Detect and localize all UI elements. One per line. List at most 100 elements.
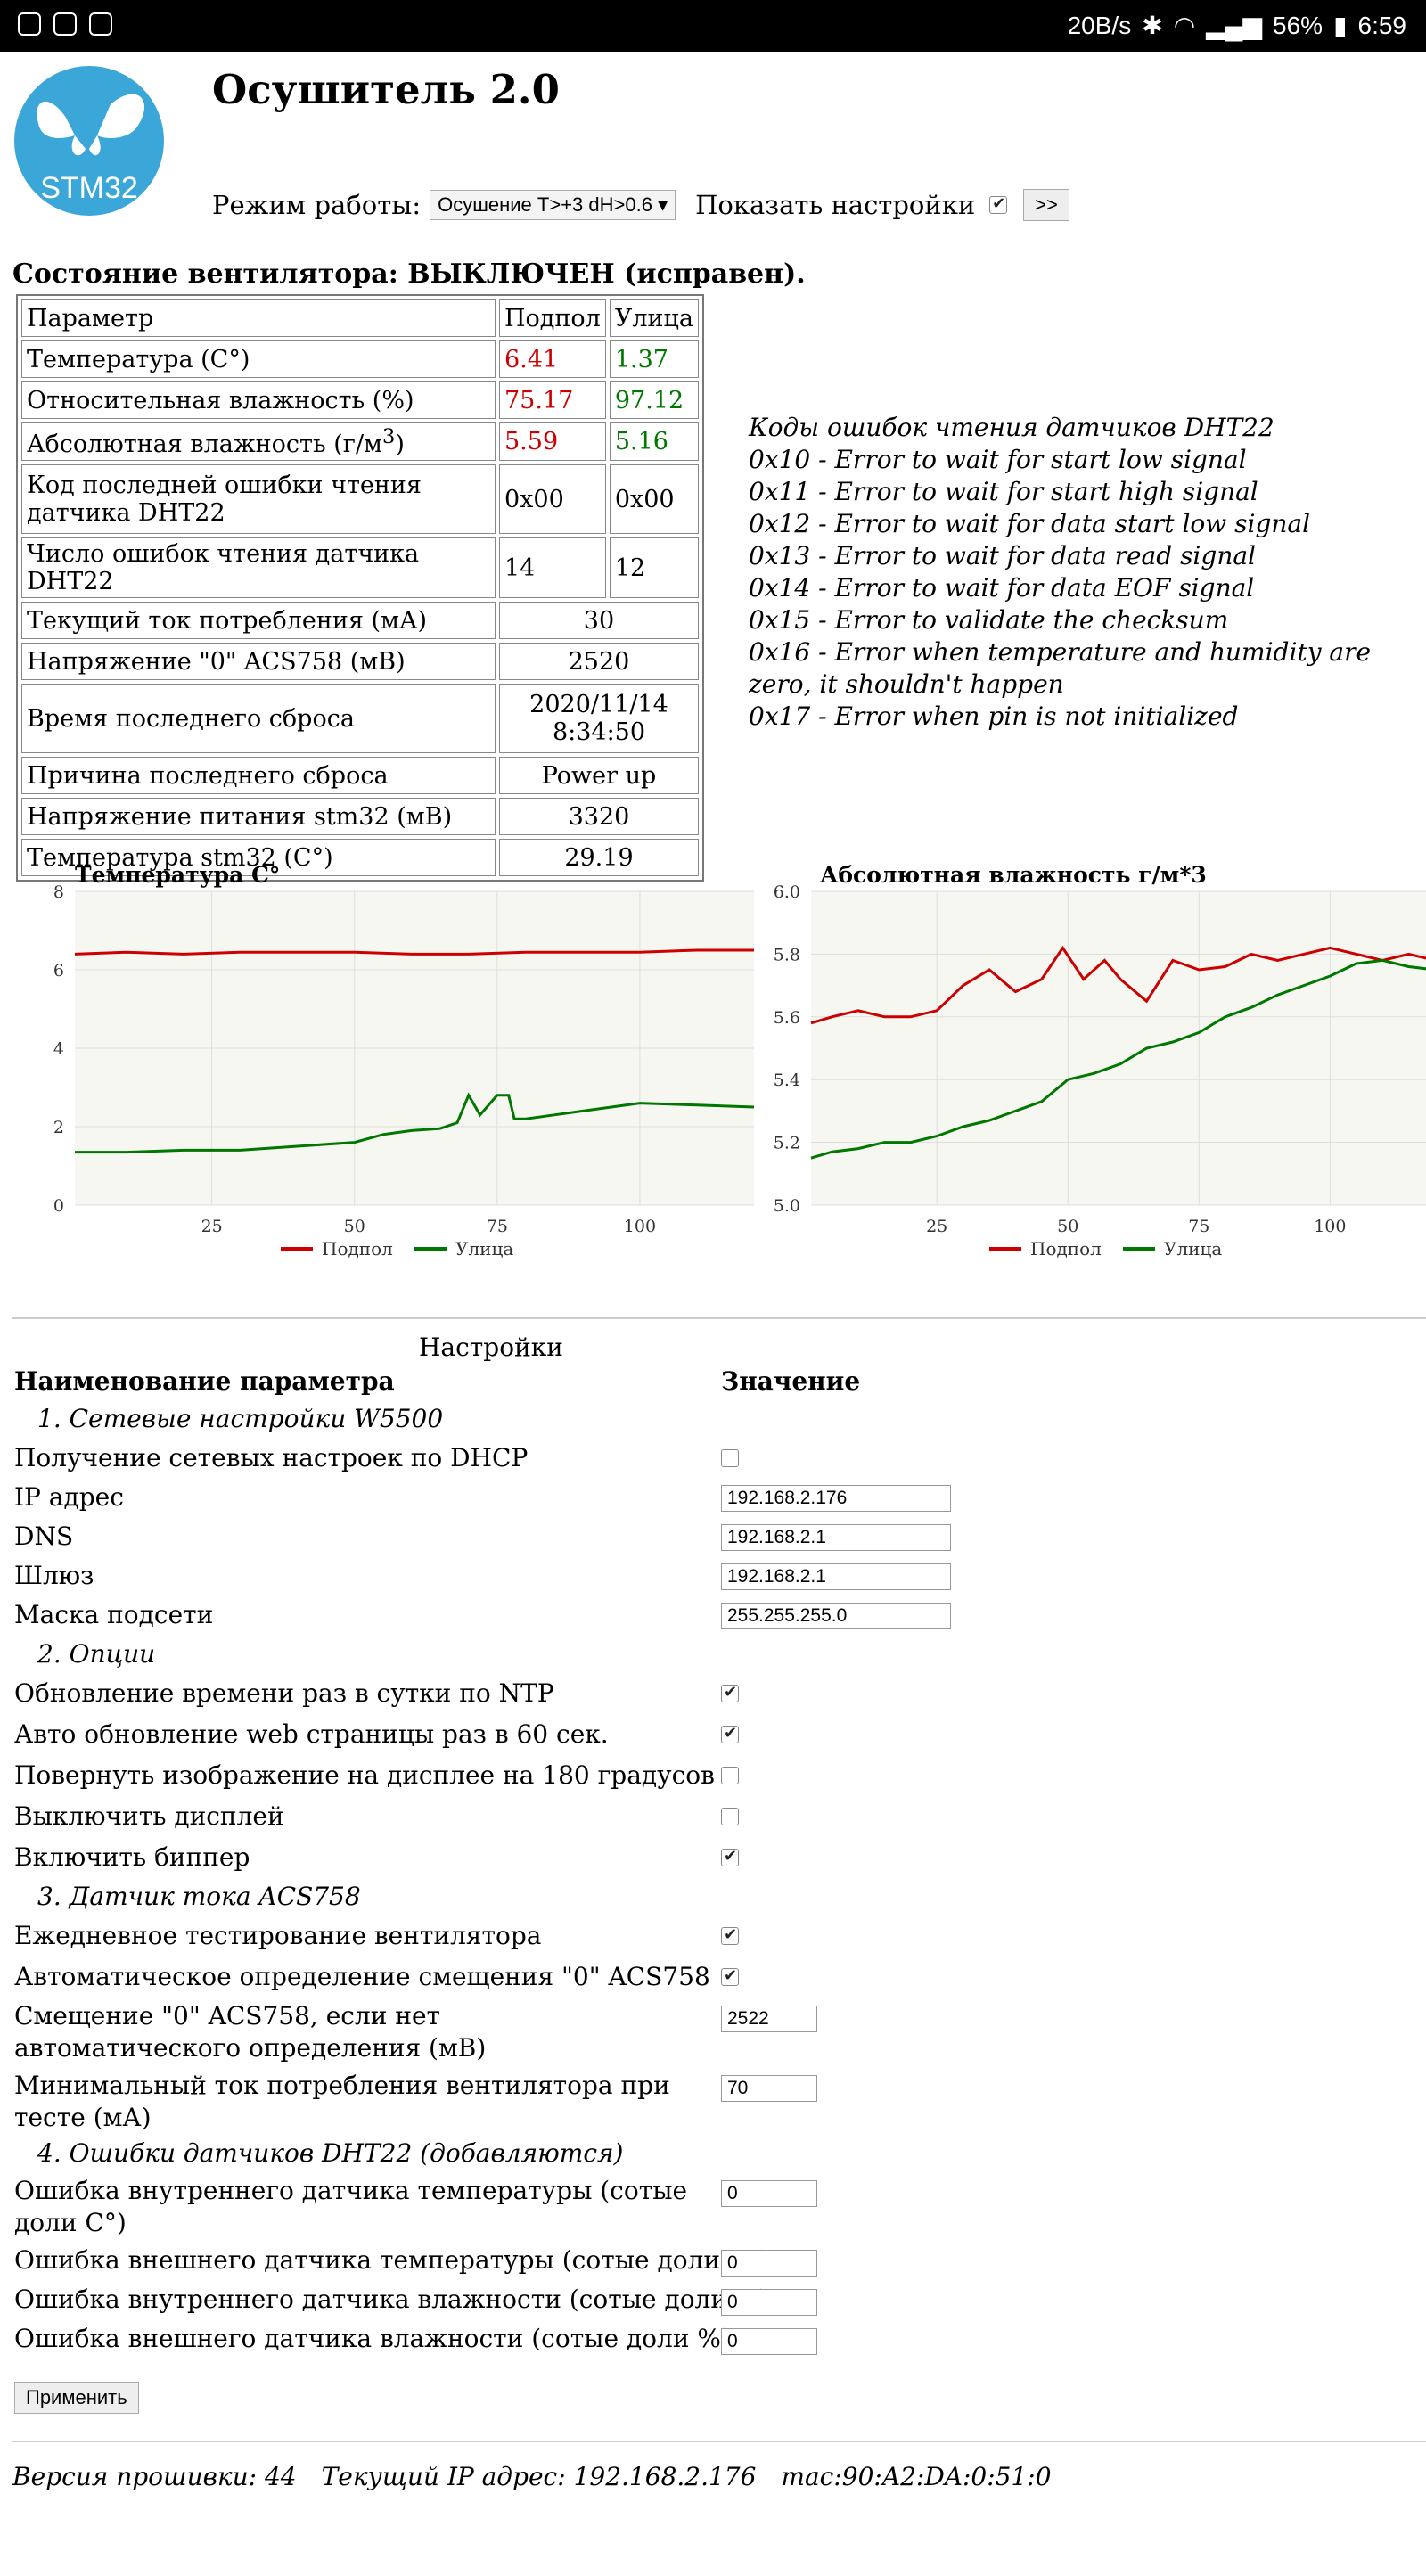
x-tick-label: 50 [1057, 1217, 1078, 1236]
error-code-line: 0x14 - Error to wait for data EOF signal [749, 573, 1255, 603]
display-off-checkbox[interactable] [721, 1808, 739, 1825]
y-tick-label: 5.8 [774, 945, 800, 964]
rotate-label: Повернуть изображение на дисплее на 180 … [14, 1760, 715, 1790]
autorefresh-label: Авто обновление web страницы раз в 60 се… [14, 1719, 609, 1749]
ntp-label: Обновление времени раз в сутки по NTP [14, 1678, 554, 1708]
auto-offset-checkbox[interactable] [721, 1966, 739, 1986]
dns-label: DNS [14, 1522, 74, 1551]
err-in-hum-label: Ошибка внутреннего датчика влажности (со… [14, 2285, 769, 2314]
dns-input[interactable] [721, 1524, 951, 1551]
y-tick-label: 8 [53, 882, 64, 902]
table-row: Температура stm32 (С°) 29.19 [21, 839, 699, 876]
go-button[interactable]: >> [1023, 189, 1070, 221]
current-ip: Текущий IP адрес: 192.168.2.176 [321, 2462, 757, 2491]
param-value: 29.19 [499, 839, 699, 876]
table-row: Напряжение "0" ACS758 (мВ) 2520 [21, 643, 699, 680]
wifi-icon: ◠ [1173, 12, 1196, 39]
table-row: Абсолютная влажность (г/м3) 5.59 5.16 [21, 422, 699, 461]
err-in-temp-input[interactable] [721, 2180, 817, 2207]
series-line [810, 958, 1426, 1160]
y-tick-label: 5.4 [774, 1071, 800, 1090]
mask-label: Маска подсети [14, 1600, 214, 1629]
show-settings-checkbox[interactable] [989, 194, 1008, 214]
series-line [74, 948, 754, 956]
logo-text: STM32 [40, 171, 138, 205]
table-row: Число ошибок чтения датчика DHT22 14 12 [21, 537, 699, 598]
auto-offset-label: Автоматическое определение смещения "0" … [14, 1962, 710, 1991]
beeper-checkbox[interactable] [721, 1847, 739, 1866]
firmware-version: Версия прошивки: 44 [12, 2462, 297, 2491]
beeper-label: Включить биппер [14, 1842, 250, 1872]
table-row: Код последней ошибки чтения датчика DHT2… [21, 464, 699, 534]
y-tick-label: 0 [53, 1196, 64, 1216]
clock: 6:59 [1357, 11, 1407, 39]
autorefresh-checkbox[interactable] [721, 1724, 739, 1743]
gateway-label: Шлюз [14, 1561, 94, 1590]
settings-title: Настройки [419, 1333, 563, 1362]
ntp-checkbox[interactable] [721, 1683, 739, 1702]
footer: Версия прошивки: 44 Текущий IP адрес: 19… [12, 2462, 1052, 2491]
y-tick-label: 2 [53, 1118, 64, 1137]
y-tick-label: 5.2 [774, 1134, 800, 1153]
table-row: Текущий ток потребления (мА) 30 [21, 602, 699, 639]
mode-select-value: Осушение T>+3 dH>0.6 [438, 193, 652, 216]
err-out-temp-input[interactable] [721, 2250, 817, 2277]
err-out-hum-input[interactable] [721, 2328, 817, 2355]
error-code-line: 0x11 - Error to wait for start high sign… [749, 477, 1258, 506]
fan-state: Состояние вентилятора: ВЫКЛЮЧЕН (исправе… [12, 258, 806, 290]
section-network: 1. Сетевые настройки W5500 [37, 1404, 444, 1433]
table-row: Параметр Подпол Улица [21, 299, 699, 337]
y-tick-label: 5.0 [774, 1196, 800, 1216]
legend-entry: Улица [455, 1238, 513, 1259]
param-name: Относительная влажность (%) [21, 381, 496, 419]
error-codes-title: Коды ошибок чтения датчиков DHT22 [749, 413, 1274, 442]
offset-label: Смещение "0" ACS758, если нет автоматиче… [14, 2001, 487, 2063]
apply-button[interactable]: Применить [14, 2382, 139, 2414]
err-out-hum-label: Ошибка внешнего датчика влажности (сотые… [14, 2324, 731, 2353]
param-name: Код последней ошибки чтения датчика DHT2… [21, 464, 496, 534]
param-name: Температура stm32 (С°) [21, 839, 496, 876]
gateway-input[interactable] [721, 1563, 951, 1590]
ip-input[interactable] [721, 1485, 951, 1512]
x-tick-label: 100 [624, 1217, 656, 1236]
y-tick-label: 6 [53, 961, 64, 980]
rotate-checkbox[interactable] [721, 1767, 739, 1784]
table-header: Параметр [21, 299, 496, 337]
street-value: 0x00 [609, 464, 699, 534]
param-name: Абсолютная влажность (г/м3) [21, 422, 496, 461]
min-current-input[interactable] [721, 2075, 817, 2102]
mode-label: Режим работы: [212, 190, 422, 220]
mask-input[interactable] [721, 1603, 951, 1629]
street-value: 12 [609, 537, 699, 598]
network-speed: 20B/s [1067, 11, 1132, 39]
signal-icon: ▂▄▆ [1206, 12, 1263, 39]
param-value: 30 [499, 602, 699, 639]
x-tick-label: 75 [1188, 1217, 1209, 1236]
offset-input[interactable] [721, 2006, 817, 2032]
err-in-temp-label: Ошибка внутреннего датчика температуры (… [14, 2176, 688, 2237]
status-bar: 20B/s ✱ ◠ ▂▄▆ 56% ▮ 6:59 [0, 0, 1426, 52]
err-in-hum-input[interactable] [721, 2289, 817, 2316]
param-name: Текущий ток потребления (мА) [21, 602, 496, 639]
y-tick-label: 4 [53, 1039, 64, 1059]
y-tick-label: 6.0 [774, 882, 800, 902]
display-off-label: Выключить дисплей [14, 1801, 284, 1831]
param-value: Power up [499, 757, 699, 794]
section-dht: 4. Ошибки датчиков DHT22 (добавляются) [37, 2138, 624, 2168]
table-row: Причина последнего сброса Power up [21, 757, 699, 794]
fan-test-checkbox[interactable] [721, 1925, 739, 1945]
param-name: Причина последнего сброса [21, 757, 496, 794]
err-out-temp-label: Ошибка внешнего датчика температуры (сот… [14, 2245, 770, 2275]
bluetooth-icon: ✱ [1142, 12, 1163, 39]
table-header: Подпол [499, 299, 606, 337]
mode-select[interactable]: Осушение T>+3 dH>0.6 ▾ [430, 190, 676, 220]
state-table: Параметр Подпол Улица Температура (С°) 6… [16, 294, 704, 882]
battery-level: 56% [1273, 11, 1324, 39]
dhcp-label: Получение сетевых настроек по DHCP [14, 1443, 529, 1473]
table-row: Температура (С°) 6.41 1.37 [21, 340, 699, 378]
table-row: Время последнего сброса 2020/11/14 8:34:… [21, 684, 699, 753]
chart-title: Абсолютная влажность г/м*3 [820, 862, 1207, 888]
dhcp-checkbox[interactable] [721, 1449, 739, 1467]
error-codes: Коды ошибок чтения датчиков DHT22 0x10 -… [749, 412, 1408, 733]
x-tick-label: 50 [344, 1217, 365, 1236]
